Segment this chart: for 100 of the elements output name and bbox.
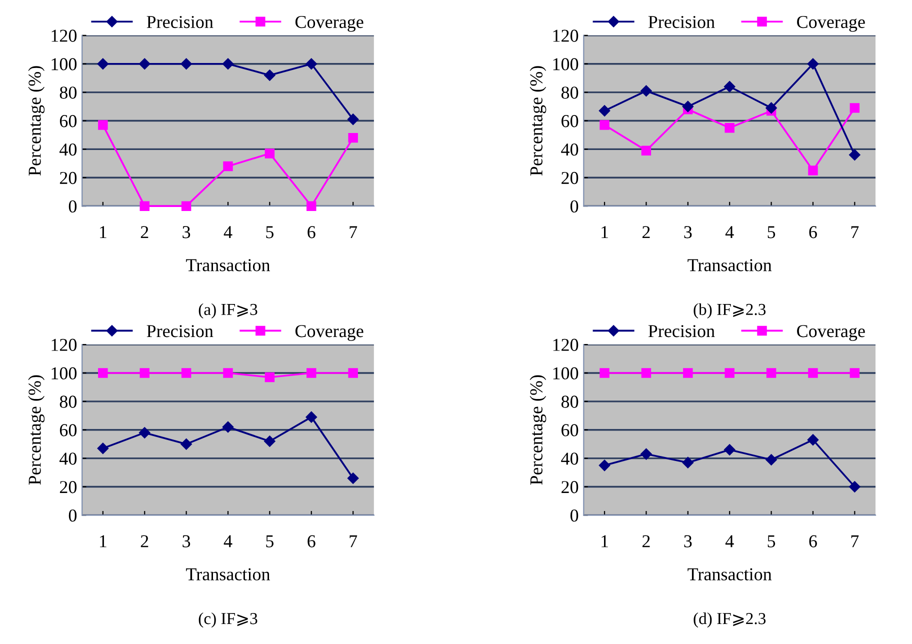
x-tick-label: 2	[140, 535, 148, 548]
x-tick-label: 2	[140, 226, 148, 238]
y-tick-label: 0	[570, 509, 578, 522]
legend-label: Coverage	[797, 325, 865, 341]
point	[808, 166, 818, 176]
point	[97, 442, 109, 454]
point	[306, 58, 317, 70]
point	[640, 448, 652, 460]
point	[724, 444, 736, 456]
y-tick-label: 120	[553, 30, 578, 42]
point	[850, 103, 860, 113]
y-tick-label: 20	[60, 481, 77, 494]
point	[223, 368, 233, 378]
y-tick-label: 60	[562, 115, 578, 128]
y-tick-label: 120	[52, 30, 77, 42]
y-tick-label: 100	[52, 367, 77, 380]
point	[766, 102, 777, 114]
legend-label: Coverage	[295, 325, 364, 341]
point	[140, 201, 150, 211]
y-tick-label: 0	[570, 200, 578, 213]
x-tick-label: 6	[809, 535, 817, 548]
x-tick-label: 3	[182, 535, 190, 548]
y-tick-label: 100	[553, 367, 578, 380]
x-tick-label: 7	[350, 226, 358, 238]
point	[98, 120, 108, 130]
y-axis-title: Percentage (%)	[530, 375, 546, 485]
point	[264, 70, 276, 81]
y-tick-label: 40	[561, 143, 578, 156]
text: (d) IF⩾2.3	[694, 612, 766, 628]
y-tick-label: 20	[562, 172, 578, 184]
point	[849, 481, 860, 492]
point	[181, 368, 192, 378]
x-axis-title: Transaction	[688, 259, 772, 272]
x-tick-label: 7	[350, 535, 358, 548]
point	[600, 368, 610, 378]
legend-label: Precision	[146, 16, 214, 28]
x-tick-label: 4	[224, 535, 232, 548]
point	[347, 114, 359, 125]
x-tick-label: 5	[768, 226, 776, 238]
text: (a) IF⩾3	[198, 303, 258, 318]
legend-label: Precision	[146, 325, 214, 338]
x-tick-label: 2	[642, 535, 650, 548]
x-tick-label: 4	[725, 535, 734, 548]
x-tick-label: 1	[100, 226, 106, 238]
point	[724, 81, 736, 92]
x-tick-label: 2	[642, 226, 650, 238]
y-tick-label: 80	[561, 86, 578, 99]
point	[222, 58, 234, 70]
y-tick-label: 100	[553, 58, 578, 70]
point	[640, 85, 652, 96]
point	[97, 58, 109, 70]
x-tick-label: 1	[100, 535, 106, 548]
x-tick-label: 1	[602, 226, 608, 238]
y-tick-label: 40	[60, 143, 77, 156]
y-axis-title: Percentage (%)	[28, 66, 45, 176]
x-tick-label: 6	[809, 226, 817, 238]
y-tick-label: 20	[562, 481, 578, 494]
y-tick-label: 120	[553, 338, 578, 351]
y-axis-title: Percentage (%)	[530, 66, 546, 176]
point	[808, 368, 818, 378]
point	[682, 100, 694, 112]
x-tick-label: 5	[768, 535, 776, 548]
x-tick-label: 3	[684, 535, 692, 548]
y-tick-label: 40	[561, 452, 578, 465]
x-tick-label: 7	[851, 226, 859, 238]
point	[807, 434, 819, 446]
point	[264, 372, 275, 382]
point	[306, 411, 317, 423]
text: (c) IF⩾3	[198, 612, 258, 628]
point	[598, 460, 610, 472]
x-axis-title: Transaction	[186, 568, 270, 580]
point	[140, 368, 150, 378]
x-tick-label: 4	[725, 226, 734, 238]
point	[98, 368, 108, 378]
x-tick-label: 6	[308, 535, 316, 548]
point	[683, 368, 693, 378]
x-tick-label: 6	[308, 226, 316, 238]
y-tick-label: 80	[60, 86, 77, 99]
legend-label: Precision	[648, 325, 715, 338]
point	[724, 368, 734, 378]
point	[598, 105, 610, 116]
y-tick-label: 100	[52, 58, 77, 70]
x-tick-label: 3	[182, 226, 190, 238]
point	[766, 368, 776, 378]
x-tick-label: 4	[224, 226, 232, 238]
y-tick-label: 80	[60, 396, 77, 408]
point	[641, 146, 652, 156]
point	[139, 427, 150, 438]
x-tick-label: 7	[851, 535, 859, 548]
y-tick-label: 0	[68, 200, 77, 213]
y-tick-label: 40	[60, 452, 77, 465]
x-tick-label: 3	[684, 226, 692, 238]
point	[180, 58, 192, 70]
point	[348, 368, 358, 378]
point	[139, 58, 150, 70]
point	[264, 436, 276, 447]
text: (b) IF⩾2.3	[694, 303, 766, 318]
point	[850, 368, 860, 378]
point	[222, 421, 234, 433]
y-axis-title: Percentage (%)	[28, 375, 45, 485]
